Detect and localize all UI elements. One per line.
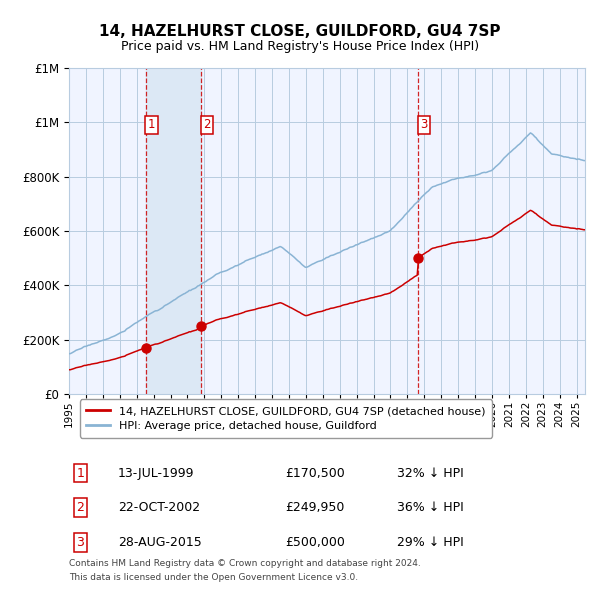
Text: £500,000: £500,000 [286,536,346,549]
Text: Contains HM Land Registry data © Crown copyright and database right 2024.: Contains HM Land Registry data © Crown c… [69,559,421,568]
Text: This data is licensed under the Open Government Licence v3.0.: This data is licensed under the Open Gov… [69,573,358,582]
Text: 2: 2 [203,119,211,132]
Text: 32% ↓ HPI: 32% ↓ HPI [397,467,463,480]
Text: 36% ↓ HPI: 36% ↓ HPI [397,501,463,514]
Text: 29% ↓ HPI: 29% ↓ HPI [397,536,463,549]
Text: 2: 2 [76,501,84,514]
Text: 3: 3 [76,536,84,549]
Legend: 14, HAZELHURST CLOSE, GUILDFORD, GU4 7SP (detached house), HPI: Average price, d: 14, HAZELHURST CLOSE, GUILDFORD, GU4 7SP… [80,399,492,438]
Text: 22-OCT-2002: 22-OCT-2002 [118,501,200,514]
Text: 1: 1 [148,119,155,132]
Text: 1: 1 [76,467,84,480]
Text: £170,500: £170,500 [286,467,346,480]
Text: Price paid vs. HM Land Registry's House Price Index (HPI): Price paid vs. HM Land Registry's House … [121,40,479,53]
Text: 3: 3 [421,119,428,132]
Text: £249,950: £249,950 [286,501,345,514]
Bar [146,68,201,394]
Text: 28-AUG-2015: 28-AUG-2015 [118,536,202,549]
Text: 13-JUL-1999: 13-JUL-1999 [118,467,194,480]
Text: 14, HAZELHURST CLOSE, GUILDFORD, GU4 7SP: 14, HAZELHURST CLOSE, GUILDFORD, GU4 7SP [99,24,501,38]
